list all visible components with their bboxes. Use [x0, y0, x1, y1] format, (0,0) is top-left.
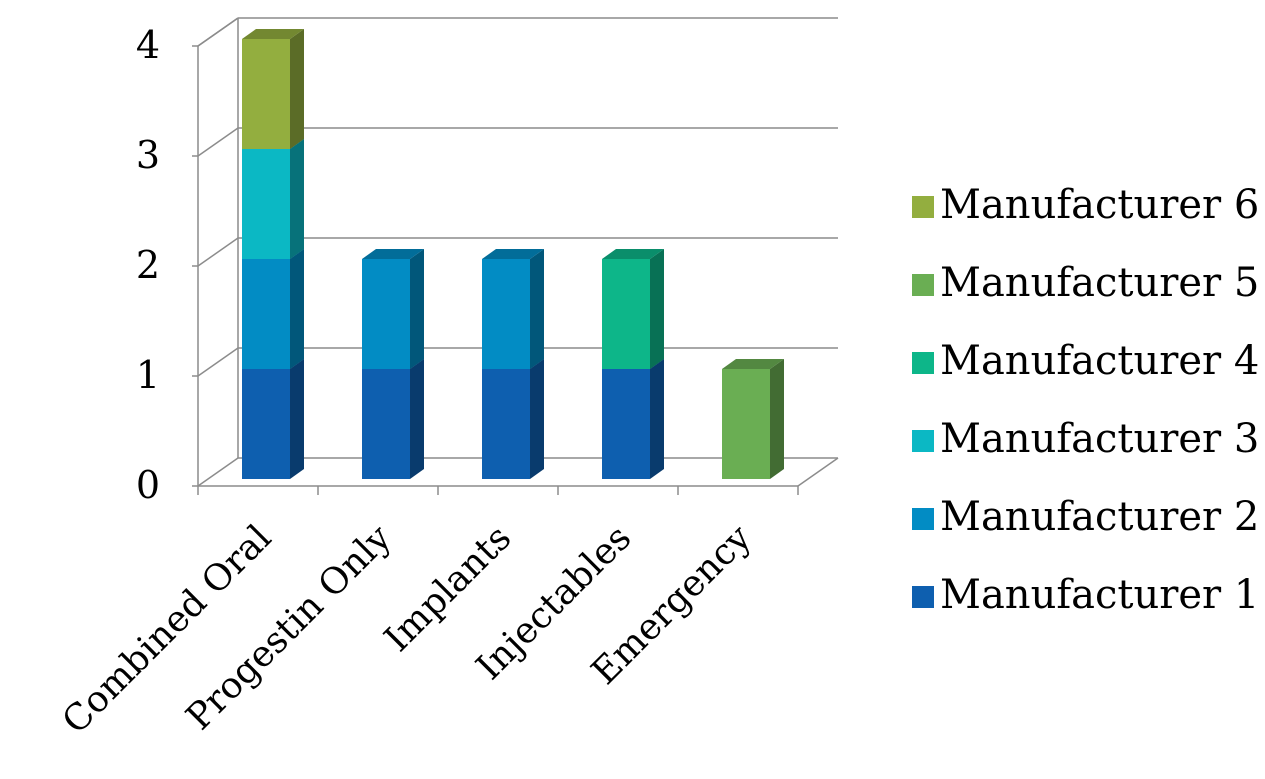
legend-swatch — [912, 430, 934, 452]
gridline-diagonal — [197, 457, 239, 487]
bar-segment-side — [290, 249, 304, 369]
y-tick-label: 4 — [136, 23, 160, 67]
legend-label: Manufacturer 5 — [940, 260, 1259, 306]
bar-segment-side — [410, 359, 424, 479]
legend-swatch — [912, 274, 934, 296]
gridline-diagonal — [197, 237, 239, 267]
bar-segment-top — [722, 359, 784, 369]
x-tick-label: Combined Oral — [55, 517, 280, 742]
gridline-diagonal — [197, 17, 239, 47]
legend-swatch — [912, 352, 934, 374]
legend-swatch — [912, 508, 934, 530]
bar-segment-side — [650, 359, 664, 479]
bar-segment-front — [602, 369, 650, 479]
bar-segment-top — [602, 249, 664, 259]
bar-segment-front — [482, 259, 530, 369]
bar-segment-side — [410, 249, 424, 369]
bar-segment-front — [242, 149, 290, 259]
bar-segment-top — [362, 249, 424, 259]
y-tick-label: 0 — [136, 463, 160, 507]
x-tick-label: Progestin Only — [179, 517, 400, 738]
legend-label: Manufacturer 3 — [940, 416, 1259, 462]
legend: Manufacturer 6 Manufacturer 5 Manufacturer… — [912, 182, 1259, 618]
bar-segment-top — [242, 29, 304, 39]
bar-segment-side — [290, 139, 304, 259]
bar-segment-side — [770, 359, 784, 479]
bar-segment-side — [290, 359, 304, 479]
y-tick-label: 1 — [136, 353, 160, 397]
bar-segment-front — [242, 39, 290, 149]
bar-segment-side — [530, 359, 544, 479]
legend-label: Manufacturer 1 — [940, 572, 1259, 618]
bar-segment-side — [650, 249, 664, 369]
legend-label: Manufacturer 4 — [940, 338, 1259, 384]
bar-segment-front — [242, 259, 290, 369]
legend-swatch — [912, 586, 934, 608]
bar-segment-side — [290, 29, 304, 149]
bar-segment-front — [602, 259, 650, 369]
floor-right-edge — [797, 457, 839, 487]
gridline-diagonal — [197, 127, 239, 157]
bars — [242, 29, 784, 479]
legend-label: Manufacturer 6 — [940, 182, 1259, 228]
gridline-diagonal — [197, 347, 239, 377]
bar-segment-front — [362, 369, 410, 479]
bar-segment-front — [242, 369, 290, 479]
y-tick-label: 2 — [136, 243, 160, 287]
bar-segment-side — [530, 249, 544, 369]
legend-swatch — [912, 196, 934, 218]
y-tick-label: 3 — [136, 133, 160, 177]
bar-segment-front — [722, 369, 770, 479]
bar-segment-front — [482, 369, 530, 479]
y-axis: 0 1 2 3 4 — [136, 23, 198, 507]
bar-segment-top — [482, 249, 544, 259]
legend-label: Manufacturer 2 — [940, 494, 1259, 540]
bar-segment-front — [362, 259, 410, 369]
